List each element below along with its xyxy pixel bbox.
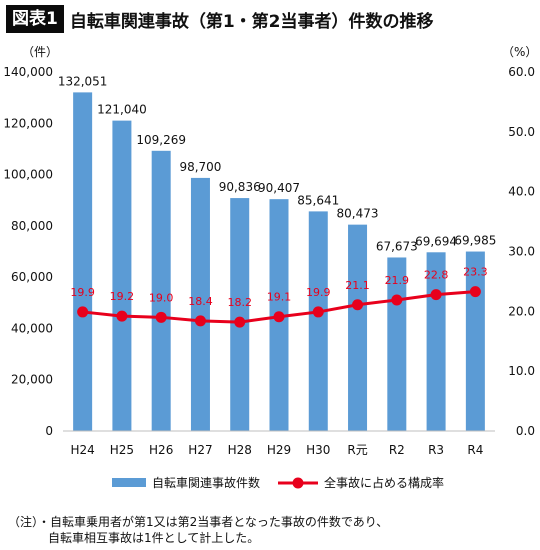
rate-point [194,315,206,327]
x-tick-label: H27 [188,443,212,457]
bar [348,224,368,431]
bar-value-label: 67,673 [376,239,418,253]
left-tick-label: 40,000 [11,321,53,335]
left-tick-label: 0 [45,424,53,438]
bar-value-label: 98,700 [179,160,221,174]
x-tick-label: R元 [347,443,367,457]
right-axis-unit: （%） [502,45,537,59]
right-tick-label: 60.0 [508,65,535,79]
footnote: （注）・自転車乗用者が第1又は第2当事者となった事故の件数であり、 自転車相互事… [8,514,388,546]
bar-value-label: 121,040 [97,103,147,117]
rate-value-label: 21.9 [385,274,410,287]
x-tick-label: H26 [149,443,173,457]
left-tick-label: 100,000 [3,168,53,182]
x-tick-label: R2 [389,443,405,457]
bar-value-label: 69,694 [415,234,457,248]
left-tick-label: 120,000 [3,116,53,130]
rate-point [430,289,442,301]
legend-line-label: 全事故に占める構成率 [324,475,444,490]
rate-value-label: 19.1 [267,291,292,304]
bar-value-label: 69,985 [454,234,496,248]
bar [151,150,171,431]
right-tick-label: 20.0 [508,304,535,318]
bar-value-label: 109,269 [136,133,186,147]
x-tick-label: H28 [228,443,252,457]
rate-point [391,294,403,306]
bar-value-label: 132,051 [58,74,108,88]
rate-point [352,299,364,311]
bar [190,177,210,431]
left-tick-label: 80,000 [11,219,53,233]
rate-value-label: 23.3 [463,266,488,279]
right-tick-label: 10.0 [508,364,535,378]
rate-value-label: 19.2 [110,290,135,303]
rate-value-label: 18.2 [227,296,252,309]
left-tick-label: 20,000 [11,373,53,387]
legend-bar-swatch [112,478,146,487]
bar-value-label: 90,407 [258,181,300,195]
chart-header: 図表1 自転車関連事故（第1・第2当事者）件数の推移 [6,4,434,34]
x-tick-label: H30 [306,443,330,457]
bar-value-label: 80,473 [337,207,379,221]
x-tick-label: R4 [467,443,483,457]
bar [73,92,93,431]
rate-point [273,311,285,323]
x-tick-label: H25 [110,443,134,457]
rate-point [234,316,246,328]
footnote-line-2: 自転車相互事故は1件として計上した。 [48,531,260,545]
right-tick-label: 50.0 [508,125,535,139]
footnote-line-1: （注）・自転車乗用者が第1又は第2当事者となった事故の件数であり、 [8,515,389,529]
left-tick-label: 140,000 [3,65,53,79]
rate-point [312,306,324,318]
rate-point [116,310,128,322]
figure-tag: 図表1 [6,5,64,33]
rate-point [77,306,89,318]
bar-value-label: 85,641 [297,193,339,207]
chart-title: 自転車関連事故（第1・第2当事者）件数の推移 [69,11,434,32]
rate-value-label: 19.9 [306,286,331,299]
rate-value-label: 19.0 [149,291,174,304]
rate-point [469,286,481,298]
bar [465,251,485,431]
left-axis-unit: （件） [22,45,58,59]
left-tick-label: 60,000 [11,270,53,284]
x-tick-label: H29 [267,443,291,457]
rate-value-label: 18.4 [188,295,213,308]
chart-canvas: （件） （%） 0 20,000 40,000 60,000 80,000 100,000 12… [3,45,537,490]
legend-line-marker [292,477,304,489]
rate-point [155,311,167,323]
legend-bar-label: 自転車関連事故件数 [152,475,260,490]
bar [230,198,250,431]
right-tick-label: 40.0 [508,185,535,199]
right-tick-label: 0.0 [516,424,535,438]
rate-value-label: 19.9 [70,286,95,299]
bar [308,211,328,431]
right-tick-label: 30.0 [508,245,535,259]
x-tick-label: H24 [70,443,94,457]
rate-value-label: 22.8 [424,269,449,282]
bar-value-label: 90,836 [219,180,261,194]
rate-value-label: 21.1 [345,279,370,292]
x-tick-label: R3 [428,443,444,457]
bar [112,120,132,431]
